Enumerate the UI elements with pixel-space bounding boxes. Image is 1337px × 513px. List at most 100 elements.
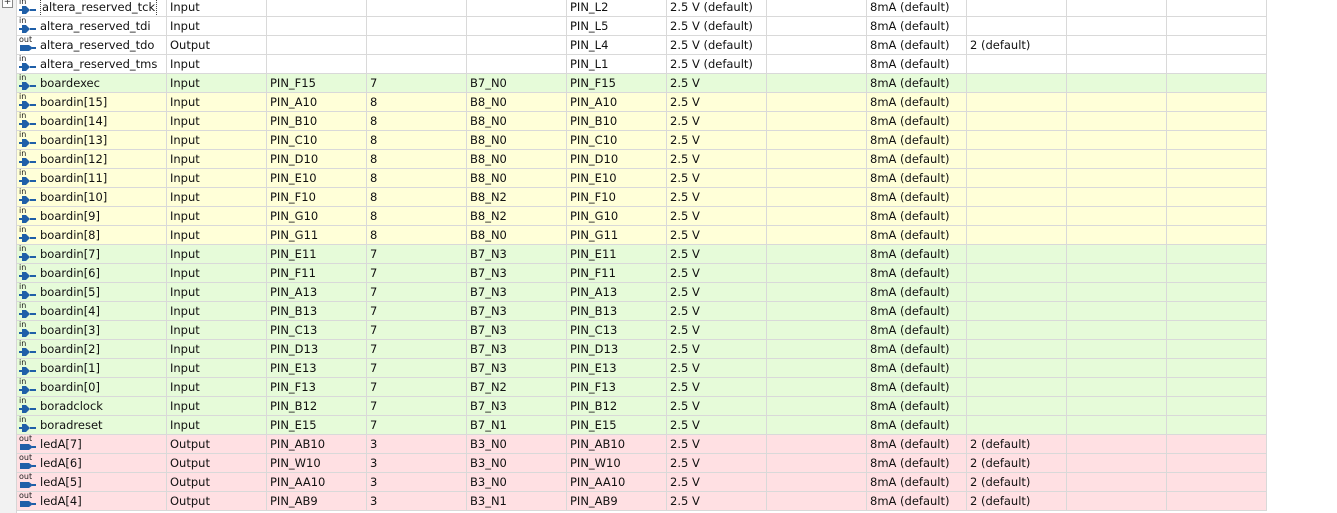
vref-group-cell[interactable]: B3_N1 [467,492,567,511]
table-row[interactable]: in boardin[15] Input PIN_A10 8 B8_N0 PIN_A10 2.… [17,93,1267,112]
io-bank-cell[interactable]: 7 [367,245,467,264]
direction-cell[interactable]: Output [167,36,267,55]
io-standard-cell[interactable]: 2.5 V [667,359,767,378]
location-cell[interactable]: PIN_G11 [267,226,367,245]
table-row[interactable]: in boardin[14] Input PIN_B10 8 B8_N0 PIN_B10 2.… [17,112,1267,131]
table-row[interactable]: out ledA[5] Output PIN_AA10 3 B3_N0 PIN_AA10 2.… [17,473,1267,492]
slew-rate-cell[interactable] [967,283,1067,302]
io-standard-cell[interactable]: 2.5 V [667,264,767,283]
io-bank-cell[interactable]: 8 [367,226,467,245]
slew-rate-cell[interactable]: 2 (default) [967,492,1067,511]
node-name-cell[interactable]: out ledA[7] [17,435,167,454]
fitter-location-cell[interactable]: PIN_AA10 [567,473,667,492]
io-standard-cell[interactable]: 2.5 V [667,74,767,93]
reserved-cell[interactable] [767,321,867,340]
current-strength-cell[interactable]: 8mA (default) [867,169,967,188]
direction-cell[interactable]: Input [167,93,267,112]
vref-group-cell[interactable]: B7_N3 [467,302,567,321]
node-name-cell[interactable]: in altera_reserved_tck [17,0,167,17]
io-bank-cell[interactable]: 8 [367,131,467,150]
empty-cell[interactable] [1067,416,1167,435]
slew-rate-cell[interactable] [967,416,1067,435]
vref-group-cell[interactable]: B7_N3 [467,321,567,340]
io-bank-cell[interactable] [367,17,467,36]
reserved-cell[interactable] [767,93,867,112]
direction-cell[interactable]: Input [167,74,267,93]
current-strength-cell[interactable]: 8mA (default) [867,55,967,74]
empty-cell[interactable] [1067,435,1167,454]
empty-cell[interactable] [1167,473,1267,492]
location-cell[interactable]: PIN_AB10 [267,435,367,454]
table-row[interactable]: out ledA[7] Output PIN_AB10 3 B3_N0 PIN_AB10 2.… [17,435,1267,454]
location-cell[interactable]: PIN_A10 [267,93,367,112]
io-standard-cell[interactable]: 2.5 V [667,454,767,473]
slew-rate-cell[interactable] [967,321,1067,340]
reserved-cell[interactable] [767,188,867,207]
table-row[interactable]: in boardin[1] Input PIN_E13 7 B7_N3 PIN_E13 2.5… [17,359,1267,378]
vref-group-cell[interactable]: B7_N3 [467,264,567,283]
reserved-cell[interactable] [767,340,867,359]
io-bank-cell[interactable]: 8 [367,150,467,169]
current-strength-cell[interactable]: 8mA (default) [867,454,967,473]
fitter-location-cell[interactable]: PIN_F13 [567,378,667,397]
direction-cell[interactable]: Input [167,0,267,17]
vref-group-cell[interactable]: B7_N3 [467,283,567,302]
current-strength-cell[interactable]: 8mA (default) [867,226,967,245]
fitter-location-cell[interactable]: PIN_F11 [567,264,667,283]
io-standard-cell[interactable]: 2.5 V (default) [667,55,767,74]
slew-rate-cell[interactable] [967,131,1067,150]
empty-cell[interactable] [1167,340,1267,359]
slew-rate-cell[interactable] [967,302,1067,321]
current-strength-cell[interactable]: 8mA (default) [867,131,967,150]
slew-rate-cell[interactable] [967,93,1067,112]
current-strength-cell[interactable]: 8mA (default) [867,245,967,264]
reserved-cell[interactable] [767,473,867,492]
vref-group-cell[interactable]: B3_N0 [467,435,567,454]
empty-cell[interactable] [1067,359,1167,378]
table-row[interactable]: in altera_reserved_tdi Input PIN_L5 2.5 V (d… [17,17,1267,36]
current-strength-cell[interactable]: 8mA (default) [867,321,967,340]
io-standard-cell[interactable]: 2.5 V (default) [667,17,767,36]
current-strength-cell[interactable]: 8mA (default) [867,207,967,226]
empty-cell[interactable] [1167,321,1267,340]
fitter-location-cell[interactable]: PIN_D10 [567,150,667,169]
current-strength-cell[interactable]: 8mA (default) [867,473,967,492]
node-name-cell[interactable]: in boardin[0] [17,378,167,397]
fitter-location-cell[interactable]: PIN_E11 [567,245,667,264]
empty-cell[interactable] [1167,17,1267,36]
current-strength-cell[interactable]: 8mA (default) [867,359,967,378]
node-name-cell[interactable]: in boardin[6] [17,264,167,283]
current-strength-cell[interactable]: 8mA (default) [867,492,967,511]
direction-cell[interactable]: Input [167,226,267,245]
io-bank-cell[interactable]: 3 [367,473,467,492]
empty-cell[interactable] [1067,17,1167,36]
empty-cell[interactable] [1067,454,1167,473]
empty-cell[interactable] [1067,226,1167,245]
current-strength-cell[interactable]: 8mA (default) [867,112,967,131]
fitter-location-cell[interactable]: PIN_L1 [567,55,667,74]
location-cell[interactable]: PIN_B10 [267,112,367,131]
io-bank-cell[interactable]: 3 [367,492,467,511]
fitter-location-cell[interactable]: PIN_E15 [567,416,667,435]
direction-cell[interactable]: Input [167,283,267,302]
empty-cell[interactable] [1067,245,1167,264]
node-name-cell[interactable]: in boardin[13] [17,131,167,150]
direction-cell[interactable]: Input [167,378,267,397]
slew-rate-cell[interactable] [967,112,1067,131]
empty-cell[interactable] [1167,492,1267,511]
fitter-location-cell[interactable]: PIN_B13 [567,302,667,321]
vref-group-cell[interactable]: B8_N0 [467,112,567,131]
empty-cell[interactable] [1167,207,1267,226]
table-row[interactable]: in boardin[10] Input PIN_F10 8 B8_N2 PIN_F10 2.… [17,188,1267,207]
node-name-cell[interactable]: in altera_reserved_tms [17,55,167,74]
reserved-cell[interactable] [767,378,867,397]
current-strength-cell[interactable]: 8mA (default) [867,188,967,207]
location-cell[interactable]: PIN_F13 [267,378,367,397]
direction-cell[interactable]: Input [167,340,267,359]
io-bank-cell[interactable]: 8 [367,169,467,188]
io-bank-cell[interactable] [367,55,467,74]
table-row[interactable]: in boardin[8] Input PIN_G11 8 B8_N0 PIN_G11 2.5… [17,226,1267,245]
vref-group-cell[interactable] [467,17,567,36]
slew-rate-cell[interactable] [967,245,1067,264]
table-row[interactable]: out altera_reserved_tdo Output PIN_L4 2.5 V … [17,36,1267,55]
